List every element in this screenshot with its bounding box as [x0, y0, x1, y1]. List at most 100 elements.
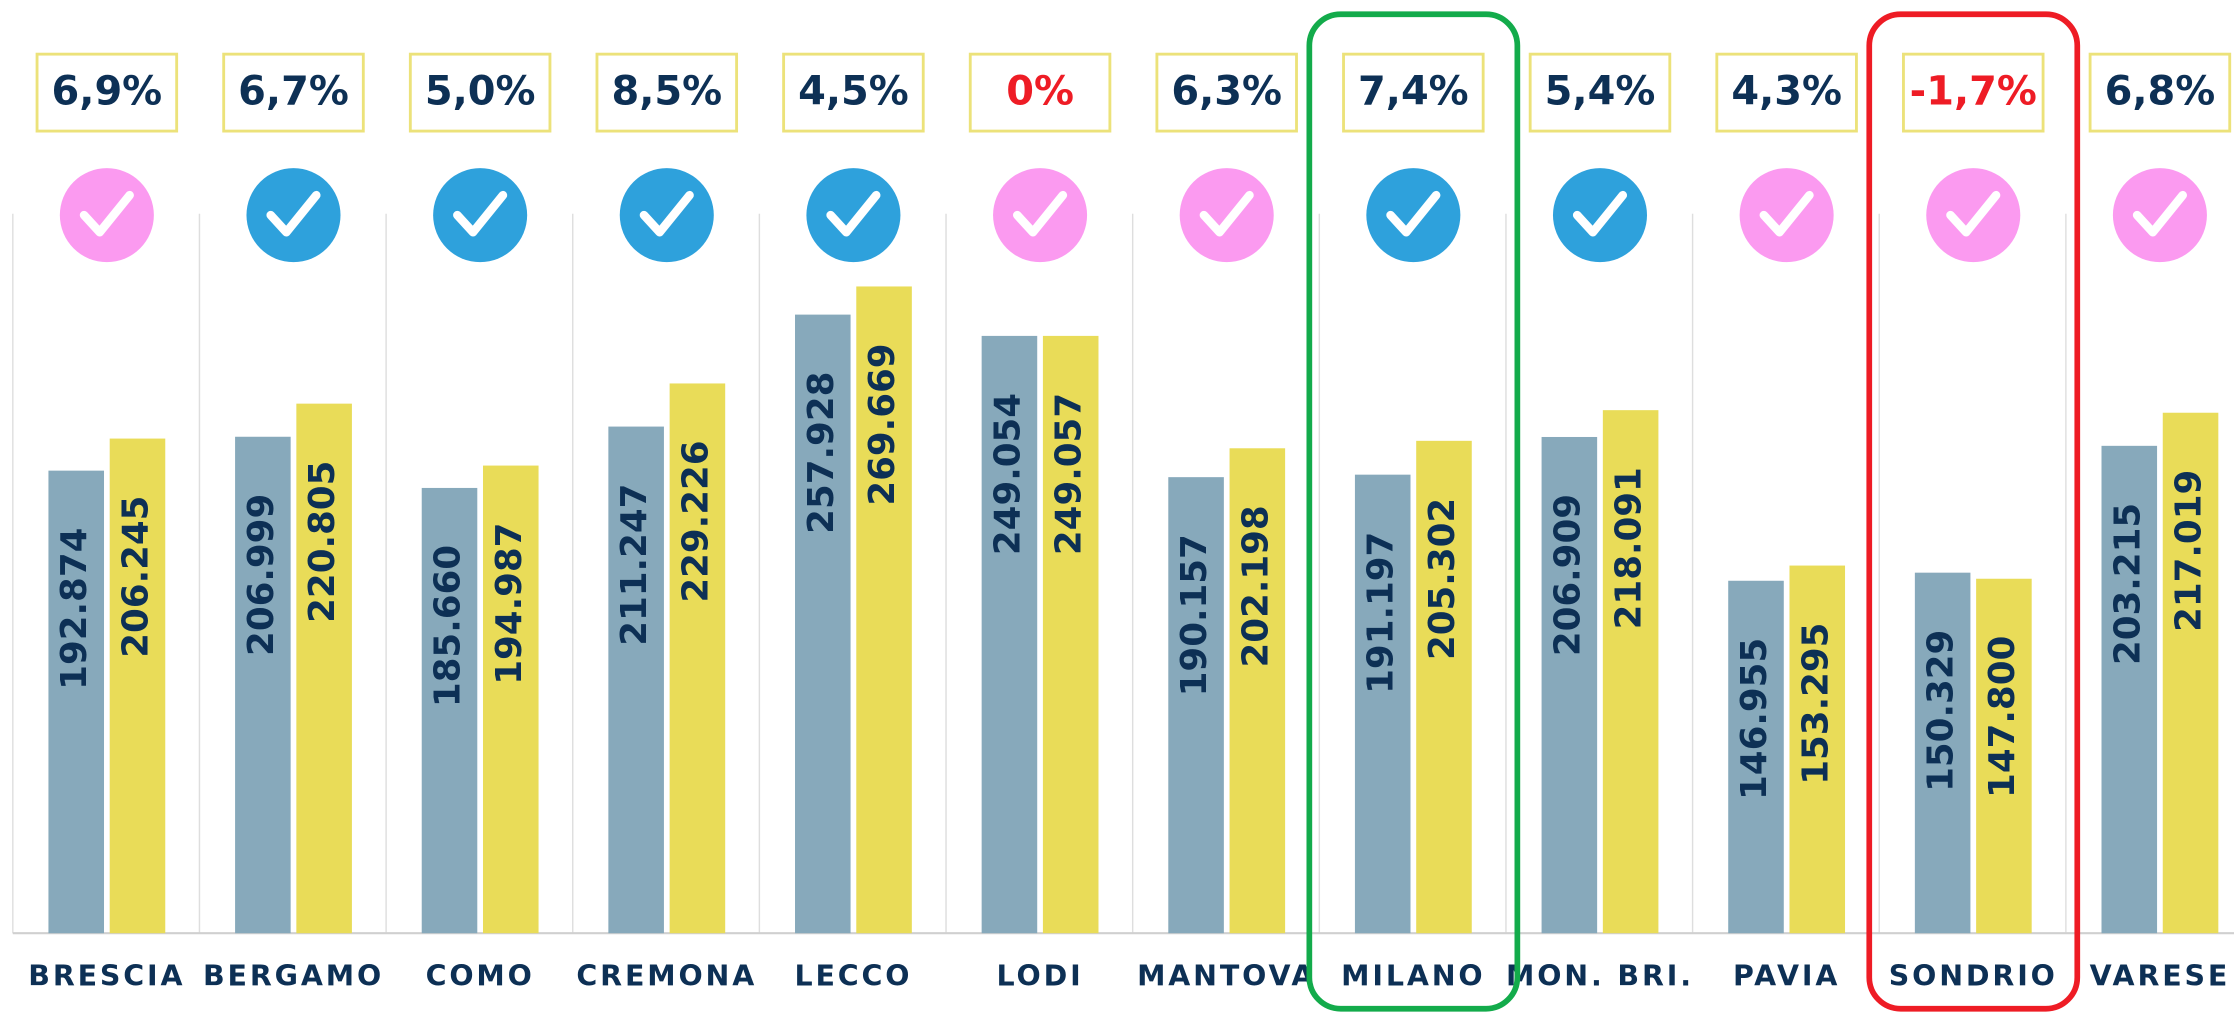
change-box: [408, 52, 552, 133]
bar-value-label: 218.091: [1609, 467, 1650, 629]
bar-value-label: 249.057: [1049, 393, 1090, 555]
change-label: 4,3%: [1731, 69, 1842, 115]
change-label: 5,0%: [425, 69, 536, 115]
change-box: [782, 52, 925, 133]
category-label: SONDRIO: [1889, 959, 2058, 992]
bar: [1914, 572, 1971, 934]
bar: [1976, 578, 2032, 934]
check-icon: [1552, 168, 1648, 263]
check-mark: [1572, 190, 1628, 237]
bar-value-label: 220.805: [302, 461, 343, 623]
bar-value-label: 191.197: [1361, 532, 1402, 694]
change-label: 5,4%: [1545, 69, 1656, 115]
check-mark: [1199, 190, 1254, 237]
bar: [482, 465, 539, 934]
bar: [1042, 335, 1099, 934]
check-mark: [1759, 190, 1814, 237]
bar: [1789, 565, 1846, 934]
check-icon: [619, 168, 714, 263]
bar-value-label: 185.660: [428, 545, 469, 707]
bar-value-label: 269.669: [862, 343, 903, 505]
category-label: PAVIA: [1733, 959, 1840, 992]
category-label: COMO: [426, 959, 535, 992]
bar-value-label: 229.226: [675, 440, 716, 602]
change-box: [222, 52, 365, 133]
change-label: 6,9%: [52, 69, 163, 115]
bar-value-label: 203.215: [2107, 503, 2148, 665]
change-box: [1528, 52, 1672, 133]
bar: [48, 470, 105, 934]
bar: [856, 286, 912, 934]
check-mark: [453, 190, 508, 237]
highlight-frame: [1866, 11, 2081, 1012]
check-icon: [59, 168, 154, 263]
change-label: 0%: [1006, 69, 1074, 115]
bar-value-label: 211.247: [614, 484, 655, 646]
bar: [2101, 445, 2158, 934]
category-label: CREMONA: [576, 959, 757, 992]
category-label: BRESCIA: [28, 959, 185, 992]
bar-value-label: 206.909: [1547, 494, 1588, 656]
check-mark: [826, 190, 881, 237]
bar: [421, 487, 478, 934]
category-label: BERGAMO: [203, 959, 384, 992]
check-icon: [2112, 168, 2207, 263]
category-label: VARESE: [2090, 959, 2231, 992]
category-label: MILANO: [1341, 959, 1485, 992]
bar: [2162, 412, 2219, 934]
bar: [296, 403, 352, 934]
change-label: 8,5%: [611, 69, 722, 115]
bar-value-label: 147.800: [1982, 636, 2023, 798]
change-label: 6,7%: [238, 69, 349, 115]
bar: [795, 314, 851, 934]
change-box: [1902, 52, 2045, 133]
change-label: 6,3%: [1171, 69, 1282, 115]
change-box: [1715, 52, 1858, 133]
change-label: 4,5%: [798, 69, 909, 115]
category-label: MON. BRI.: [1506, 959, 1694, 992]
bar-value-label: 206.245: [115, 496, 156, 658]
change-box: [968, 52, 1112, 133]
change-box: [2088, 52, 2232, 133]
bar: [235, 436, 291, 934]
check-icon: [806, 168, 901, 263]
category-label: LODI: [997, 959, 1084, 992]
bar: [1168, 477, 1224, 934]
check-mark: [266, 190, 321, 237]
check-mark: [2132, 190, 2187, 237]
change-box: [595, 52, 739, 133]
bar-value-label: 153.295: [1795, 623, 1836, 785]
check-mark: [1946, 190, 2001, 237]
check-icon: [1739, 168, 1834, 263]
check-icon: [993, 168, 1088, 263]
bar-value-label: 257.928: [801, 372, 842, 534]
bar-value-label: 206.999: [241, 494, 282, 656]
bar-value-label: 146.955: [1734, 638, 1775, 800]
bar-value-label: 202.198: [1235, 505, 1276, 667]
check-icon: [1366, 168, 1461, 263]
bar: [1541, 436, 1598, 934]
check-icon: [433, 168, 528, 263]
bar-value-label: 205.302: [1422, 498, 1463, 660]
bar-value-label: 217.019: [2169, 470, 2210, 632]
change-box: [1155, 52, 1298, 133]
category-label: MANTOVA: [1137, 959, 1316, 992]
bar: [1728, 580, 1784, 934]
bar-value-label: 249.054: [987, 393, 1028, 555]
check-icon: [1179, 168, 1274, 263]
check-mark: [1012, 190, 1068, 237]
bar-value-label: 194.987: [489, 523, 530, 685]
check-mark: [79, 190, 134, 237]
bar: [1416, 440, 1472, 934]
highlight-frame: [1306, 11, 1521, 1012]
bar: [981, 335, 1038, 934]
check-mark: [1386, 190, 1441, 237]
bar-value-label: 150.329: [1921, 630, 1962, 792]
bar: [669, 383, 726, 934]
bar: [608, 426, 664, 934]
category-label: LECCO: [794, 959, 912, 992]
check-icon: [1926, 168, 2021, 263]
check-icon: [246, 168, 341, 263]
